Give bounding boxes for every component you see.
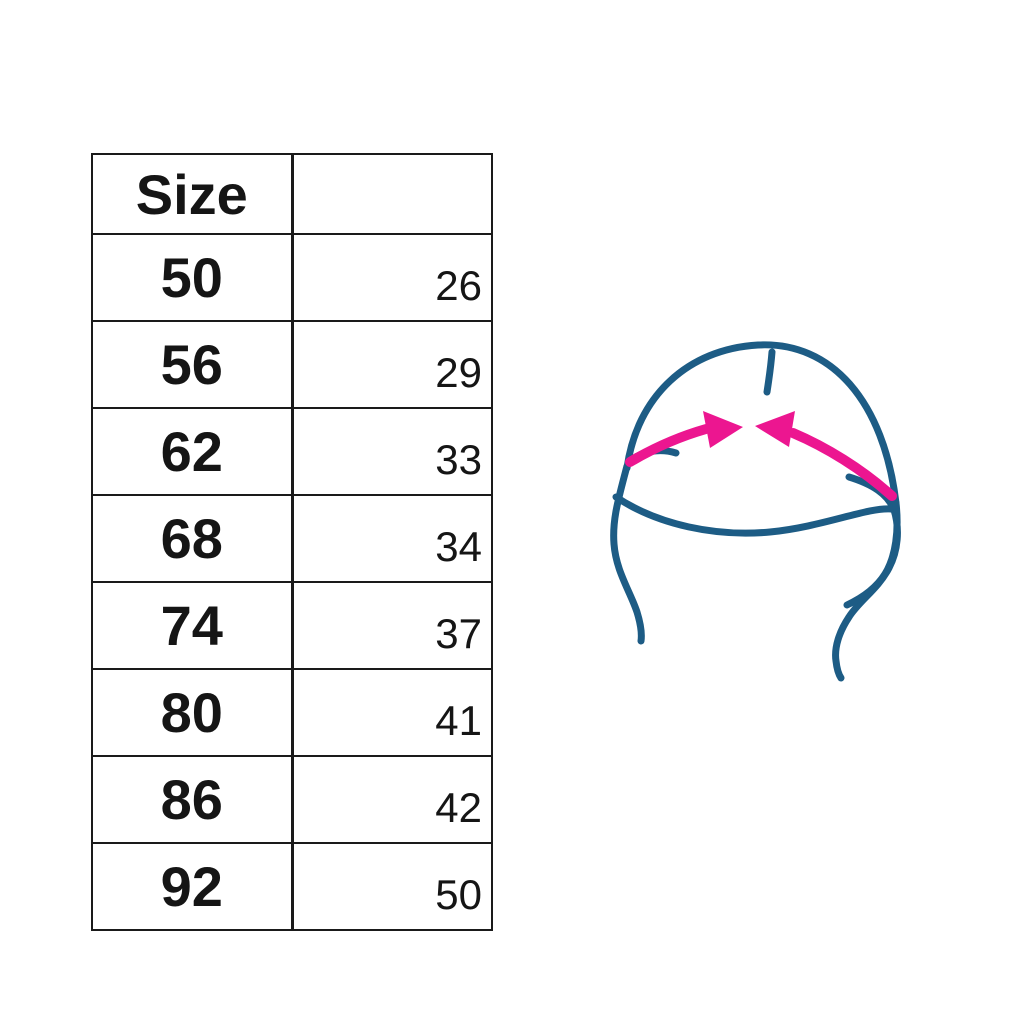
value-cell: 41 (290, 668, 493, 757)
value-cell: 33 (290, 407, 493, 496)
value-cell: 29 (290, 320, 493, 409)
size-cell: 56 (91, 320, 294, 409)
table-header-row: Size (91, 153, 493, 235)
size-table: Size 50 26 56 29 62 33 68 34 74 (91, 153, 493, 931)
table-row: 74 37 (91, 581, 493, 670)
size-cell: 50 (91, 233, 294, 322)
table-row: 50 26 (91, 233, 493, 322)
measure-arrow-right-head (755, 411, 795, 447)
table-row: 62 33 (91, 407, 493, 496)
table-row: 86 42 (91, 755, 493, 844)
value-cell: 37 (290, 581, 493, 670)
table-row: 80 41 (91, 668, 493, 757)
size-column-header: Size (91, 153, 294, 235)
hat-dome-outline (623, 341, 900, 507)
measure-arrow-right-shaft (788, 428, 897, 501)
value-cell: 26 (290, 233, 493, 322)
measure-arrow-left-shaft (625, 424, 711, 467)
hat-brim-bottom-curve (612, 493, 895, 537)
size-cell: 86 (91, 755, 294, 844)
size-cell: 74 (91, 581, 294, 670)
table-row: 56 29 (91, 320, 493, 409)
value-cell: 42 (290, 755, 493, 844)
measure-arrow-left-head (703, 411, 743, 448)
size-cell: 68 (91, 494, 294, 583)
size-cell: 62 (91, 407, 294, 496)
table-row: 68 34 (91, 494, 493, 583)
value-cell: 50 (290, 842, 493, 931)
value-column-header (290, 153, 493, 235)
size-cell: 92 (91, 842, 294, 931)
hat-top-seam-line (763, 348, 776, 396)
table-row: 92 50 (91, 842, 493, 931)
value-cell: 34 (290, 494, 493, 583)
size-cell: 80 (91, 668, 294, 757)
hat-left-tie (610, 462, 645, 645)
hat-right-edge-curve (843, 499, 901, 609)
